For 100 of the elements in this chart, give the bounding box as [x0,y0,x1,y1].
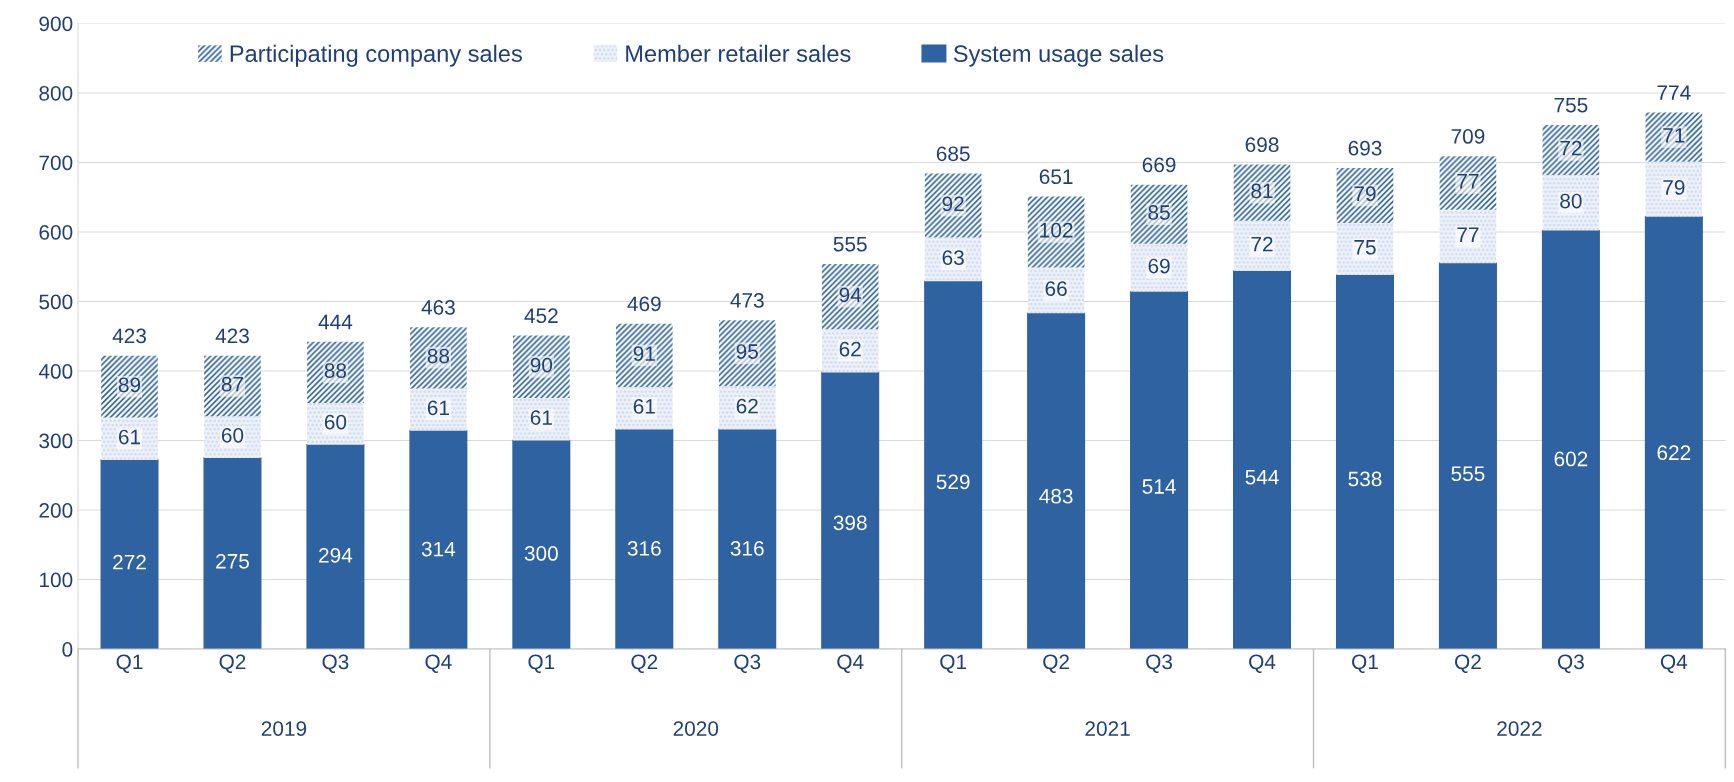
bar [1233,270,1292,650]
total-label: 669 [1142,157,1176,173]
bar [306,444,365,650]
data-label: 75 [1354,240,1376,255]
bar [718,428,777,650]
data-label: 529 [936,474,970,490]
total-label: 423 [215,328,249,344]
data-label: 61 [633,399,655,414]
legend-label: Participating company sales [230,44,522,67]
total-label: 774 [1657,85,1691,100]
bar [1438,262,1497,650]
bar [1027,312,1086,650]
text: 2019 [261,721,307,736]
x-tick-label: Q1 [1352,654,1378,673]
total-label: 709 [1451,129,1485,144]
data-label: 77 [1457,174,1479,189]
x-tick-label: Q1 [528,654,555,673]
bar [924,237,982,282]
bar [1130,243,1188,292]
bar [204,355,261,417]
data-label: 538 [1348,471,1382,487]
data-label: 275 [216,553,249,569]
data-label: 92 [942,196,964,212]
x-tick-label: Q4 [1249,654,1276,673]
bar [615,323,673,387]
data-label: 69 [1148,258,1170,274]
bar [307,341,364,403]
data-label: 72 [1251,236,1273,252]
total-label: 473 [730,293,764,308]
data-label: 272 [113,554,146,570]
total-label: 755 [1554,97,1588,113]
bar [1233,164,1291,221]
total-label: 444 [318,314,353,330]
bar [1439,156,1497,210]
bar [513,335,570,399]
data-label: 72 [1560,140,1582,156]
data-label: 91 [633,346,655,361]
total-label: 423 [112,328,146,344]
bar [718,320,776,387]
data-label: 61 [530,410,552,425]
data-label: 79 [1663,180,1685,195]
y-tick-label: 200 [39,503,73,518]
data-label: 314 [421,541,456,557]
bar [924,173,982,238]
total-label: 555 [833,236,867,252]
bar [1645,161,1703,217]
bar [410,388,467,431]
x-tick-label: Q2 [631,654,658,673]
bar [1130,291,1189,650]
bar [1130,184,1188,244]
bar [924,280,983,650]
y-tick-label: 500 [39,294,73,310]
bar [1542,174,1600,231]
y-tick-label: 400 [38,364,73,379]
y-tick-label: 900 [39,16,73,32]
bar [615,428,674,650]
x-tick-label: Q2 [1455,654,1481,673]
total-label: 452 [524,308,558,324]
data-label: 61 [118,429,141,445]
data-label: 88 [324,363,347,378]
x-tick-label: Q3 [734,654,761,673]
bar [204,416,261,458]
bar [1335,274,1394,650]
x-tick-label: Q1 [940,654,967,673]
x-tick-label: Q4 [425,654,452,673]
data-label: 85 [1148,205,1170,220]
data-label: 316 [627,541,661,556]
data-label: 514 [1142,479,1176,494]
bar [615,387,673,430]
bar [100,459,159,650]
total-label: 651 [1039,169,1073,185]
bar [1336,222,1394,276]
y-tick-label: 300 [39,433,73,449]
bar [1439,209,1497,264]
data-label: 300 [524,546,558,561]
data-label: 483 [1039,488,1073,504]
data-label: 316 [730,541,764,556]
data-label: 71 [1663,128,1685,143]
data-label: 66 [1045,281,1067,296]
bar [1027,196,1085,268]
bar [513,398,570,441]
total-label: 698 [1245,137,1279,153]
x-tick-label: Q2 [1043,654,1069,673]
x-tick-label: Q4 [1660,654,1688,673]
data-label: 602 [1554,451,1588,467]
bar [1027,267,1085,314]
data-label: 60 [221,427,244,443]
data-label: 61 [427,400,449,416]
data-label: 622 [1657,445,1691,461]
legend-label: Member retailer sales [626,44,851,63]
bar [821,263,879,330]
data-label: 90 [530,357,553,373]
data-label: 79 [1354,186,1376,202]
legend-label: System usage sales [953,44,1164,67]
data-label: 80 [1560,193,1582,209]
bar [101,417,158,460]
total-label: 469 [627,296,661,312]
bar [821,329,879,373]
bar [718,386,776,430]
bar [203,457,262,650]
